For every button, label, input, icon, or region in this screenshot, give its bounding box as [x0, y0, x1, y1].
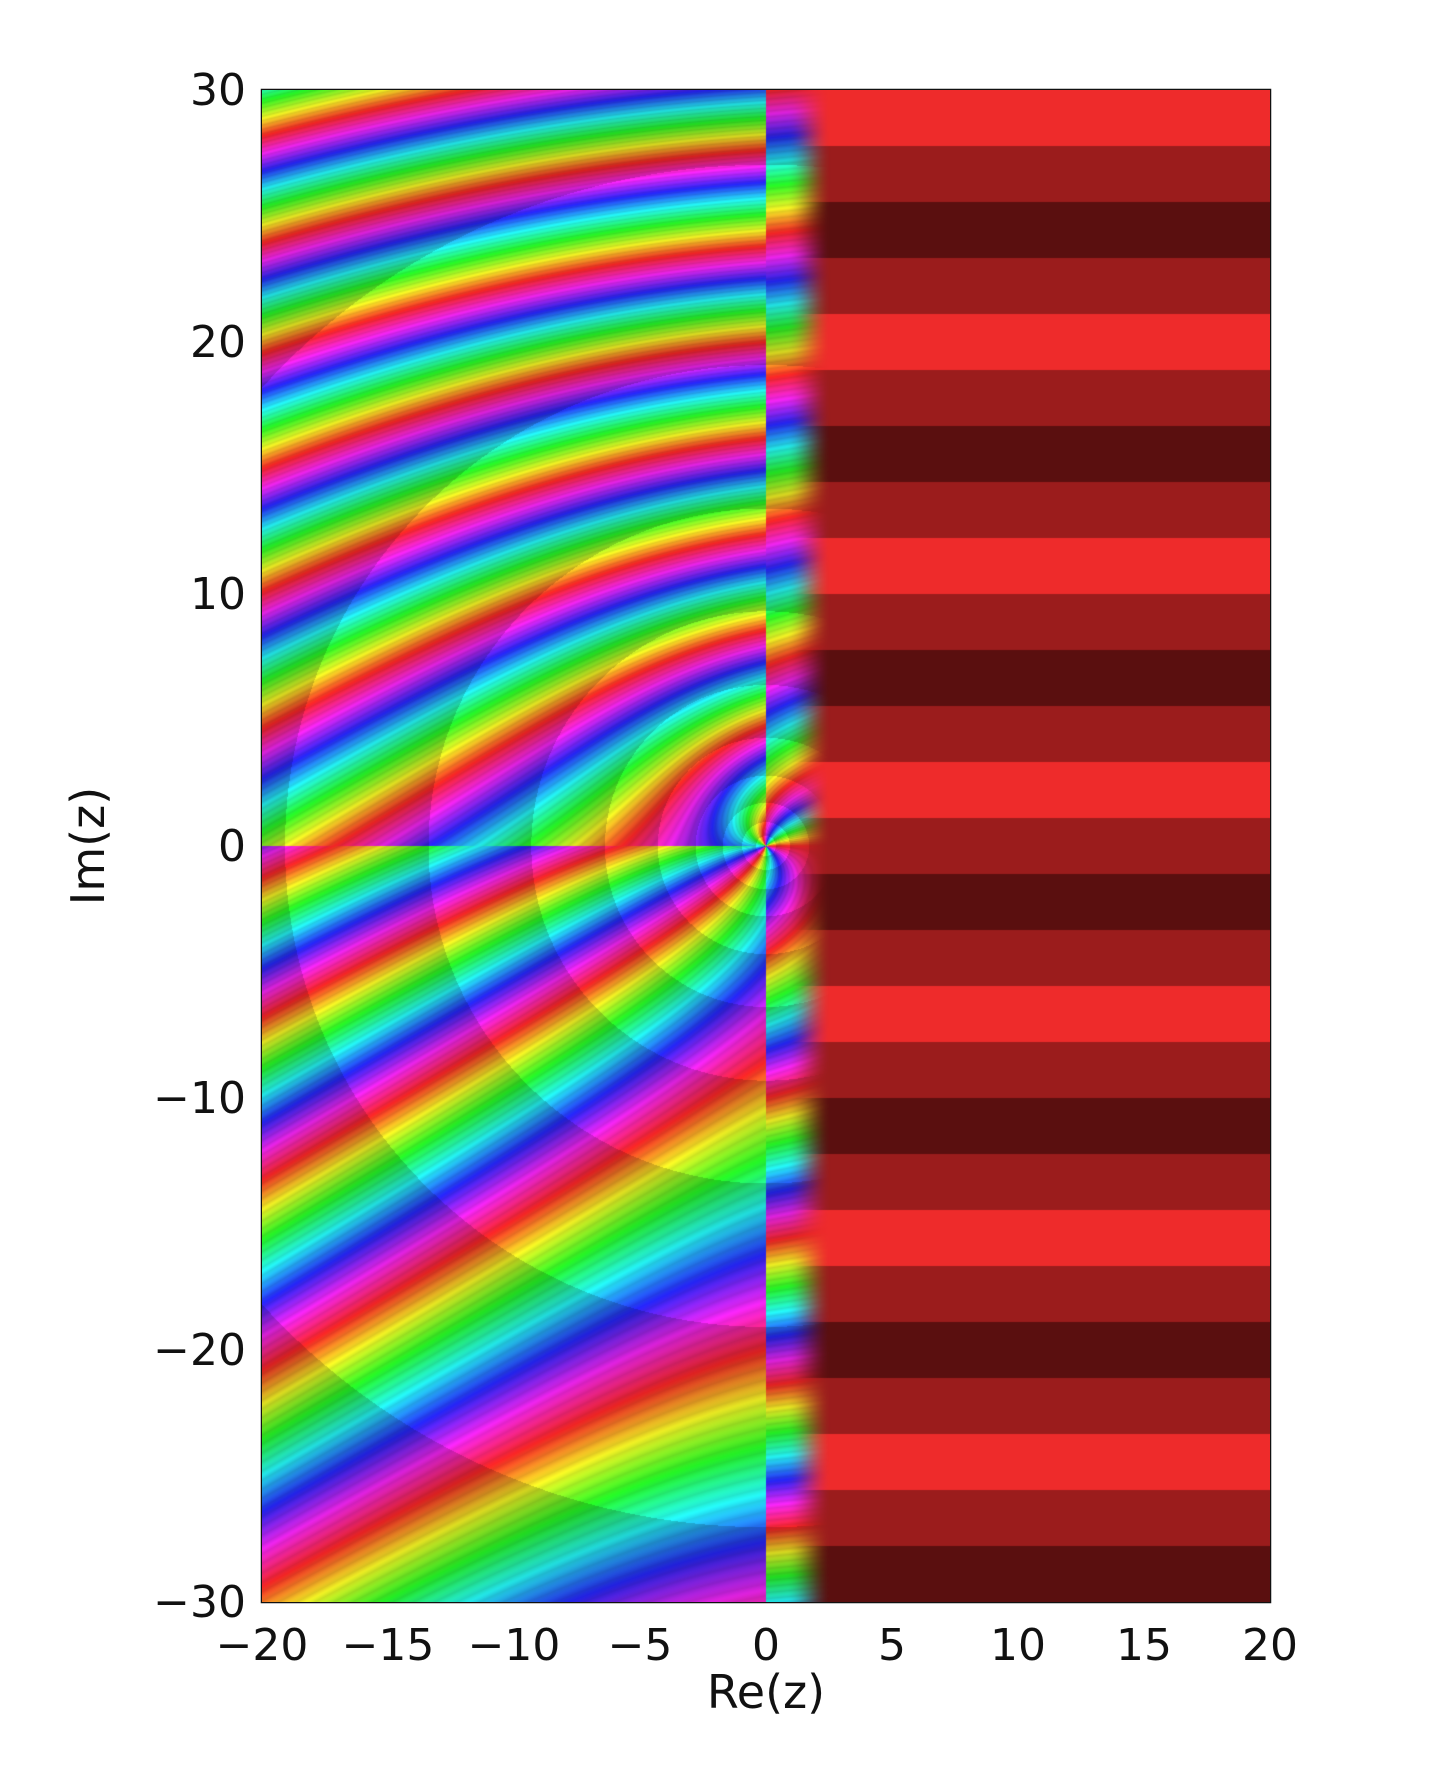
x-axis-label: Re(z): [707, 1665, 825, 1719]
y-axis-label: Im(z): [61, 787, 115, 905]
y-tick-label: −20: [153, 1325, 246, 1376]
x-tick-label: 0: [752, 1620, 780, 1671]
x-tick-label: −15: [342, 1620, 435, 1671]
x-tick-label: −10: [468, 1620, 561, 1671]
y-tick-label: −30: [153, 1577, 246, 1628]
y-tick-label: 0: [218, 821, 246, 872]
y-tick-label: 10: [190, 569, 246, 620]
x-tick-label: 5: [878, 1620, 906, 1671]
x-tick-labels: −20 −15 −10 −5 0 5 10 15 20: [216, 1620, 1298, 1671]
y-tick-labels: −30 −20 −10 0 10 20 30: [153, 65, 246, 1628]
domain-coloring-plot: [262, 90, 1270, 1602]
y-tick-label: −10: [153, 1073, 246, 1124]
x-tick-label: −5: [608, 1620, 673, 1671]
x-tick-label: 10: [990, 1620, 1046, 1671]
x-tick-label: 15: [1116, 1620, 1172, 1671]
x-tick-label: −20: [216, 1620, 309, 1671]
y-tick-label: 20: [190, 317, 246, 368]
y-tick-label: 30: [190, 65, 246, 116]
x-tick-label: 20: [1242, 1620, 1298, 1671]
